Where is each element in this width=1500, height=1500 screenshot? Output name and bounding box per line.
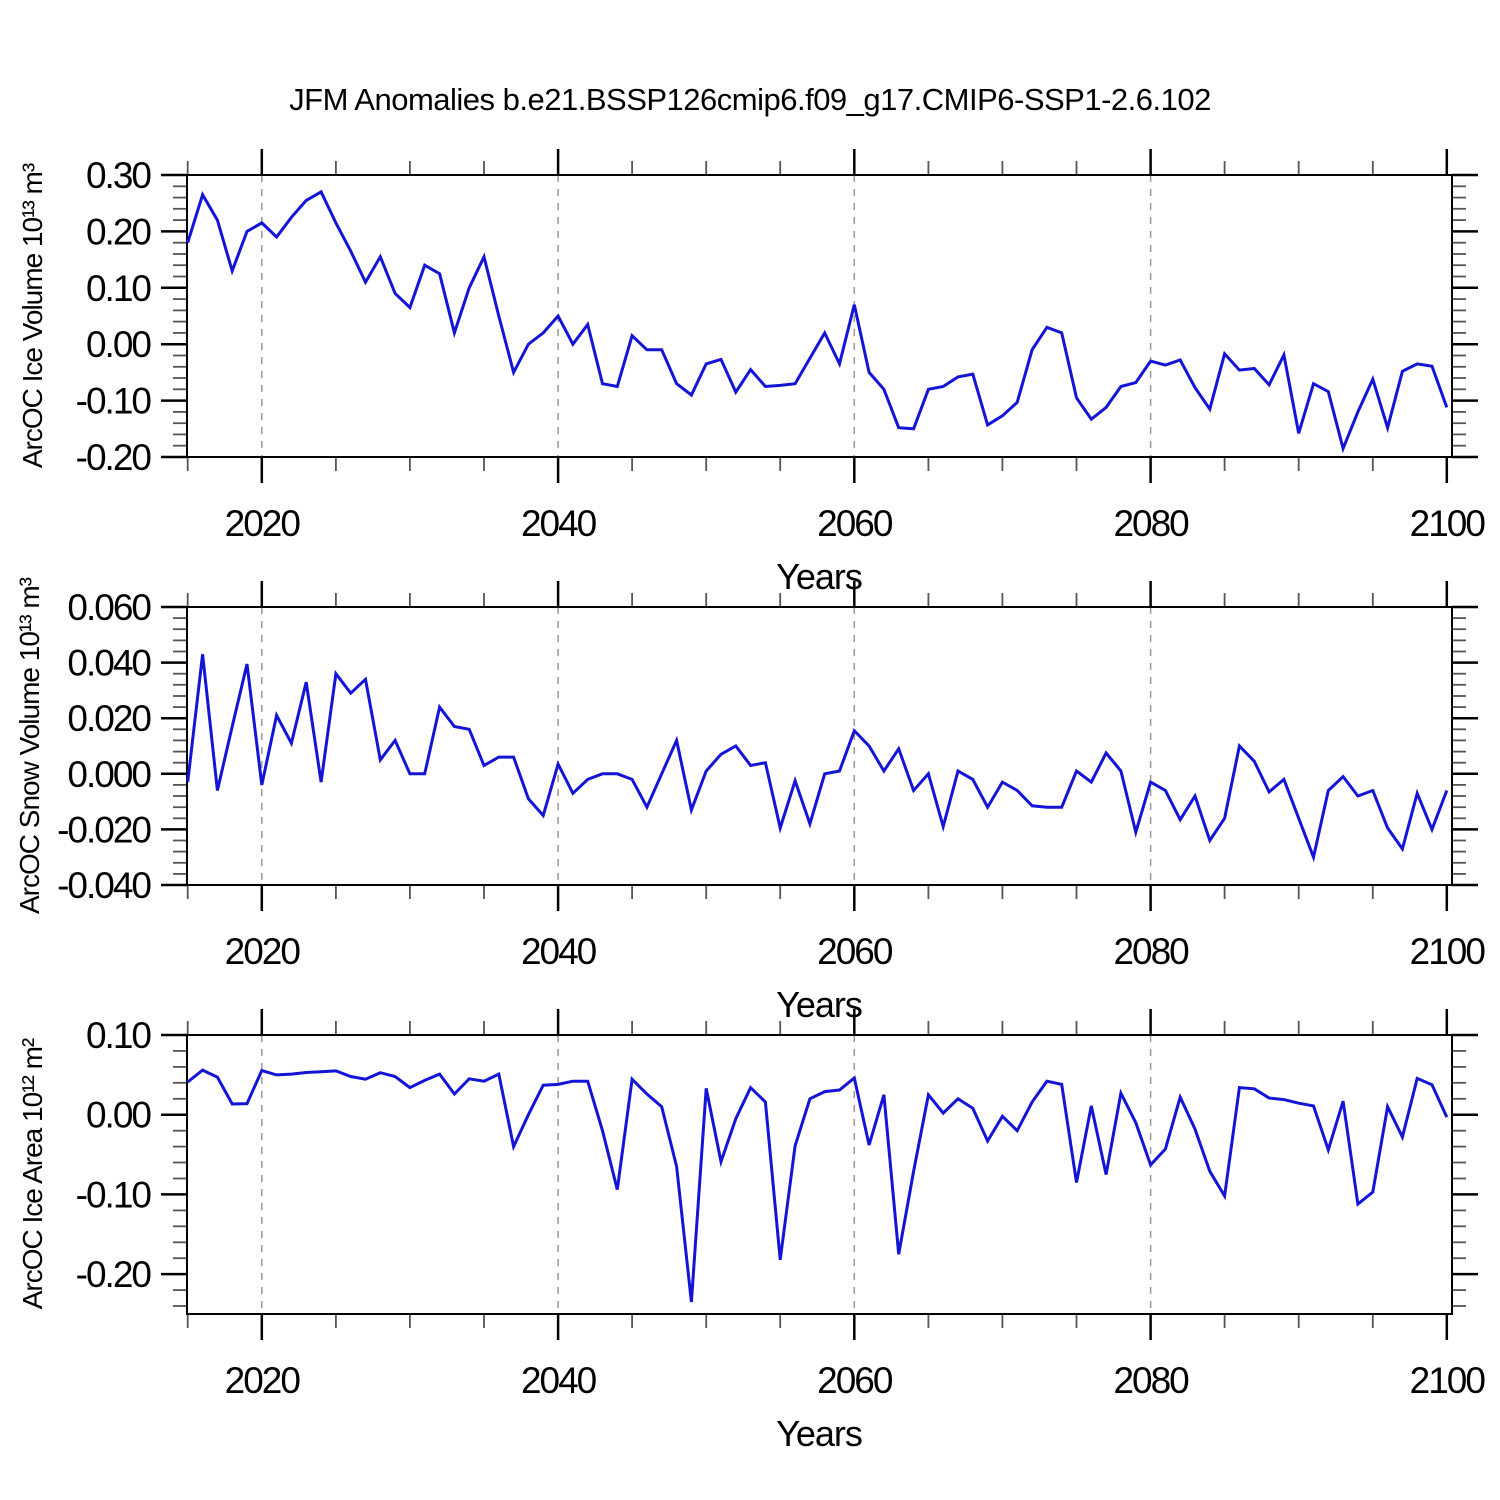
x-tick-label: 2080 xyxy=(1113,931,1189,972)
x-tick-label: 2060 xyxy=(817,1360,893,1401)
y-tick-label: 0.060 xyxy=(67,587,151,628)
y-tick-label: -0.20 xyxy=(76,437,152,478)
y-tick-label: -0.10 xyxy=(76,381,152,422)
y-tick-label: 0.10 xyxy=(86,1015,151,1056)
x-tick-label: 2100 xyxy=(1410,503,1486,544)
x-axis-label-panel2: Years xyxy=(776,984,863,1025)
x-tick-label: 2020 xyxy=(225,1360,301,1401)
x-tick-label: 2020 xyxy=(225,931,301,972)
y-tick-label: 0.040 xyxy=(67,643,151,684)
y-tick-label: 0.020 xyxy=(67,698,151,739)
y-tick-label: -0.020 xyxy=(57,809,151,850)
y-tick-label: 0.10 xyxy=(86,268,151,309)
data-line xyxy=(186,654,1449,863)
x-axis-label-panel3: Years xyxy=(776,1413,863,1454)
x-tick-label: 2040 xyxy=(521,1360,597,1401)
y-tick-label: 0.00 xyxy=(86,1095,151,1136)
x-tick-label: 2080 xyxy=(1113,1360,1189,1401)
axis-frame xyxy=(186,606,1453,886)
x-tick-label: 2040 xyxy=(521,503,597,544)
y-tick-label: 0.20 xyxy=(86,211,151,252)
data-line xyxy=(186,189,1449,454)
y-tick-label: 0.00 xyxy=(86,324,151,365)
x-tick-label: 2100 xyxy=(1410,1360,1486,1401)
x-tick-label: 2060 xyxy=(817,503,893,544)
axis-frame xyxy=(186,1034,1453,1315)
data-line xyxy=(186,1068,1449,1303)
y-tick-label: -0.10 xyxy=(76,1174,152,1215)
y-tick-label: 0.30 xyxy=(86,155,151,196)
axis-frame xyxy=(186,174,1453,458)
x-axis-label-panel1: Years xyxy=(776,556,863,597)
x-tick-label: 2020 xyxy=(225,503,301,544)
y-tick-label: 0.000 xyxy=(67,754,151,795)
x-tick-label: 2040 xyxy=(521,931,597,972)
y-tick-label: -0.20 xyxy=(76,1254,152,1295)
chart-title: JFM Anomalies b.e21.BSSP126cmip6.f09_g17… xyxy=(289,82,1211,117)
y-tick-label: -0.040 xyxy=(57,865,151,906)
x-tick-label: 2100 xyxy=(1410,931,1486,972)
x-tick-label: 2080 xyxy=(1113,503,1189,544)
x-tick-label: 2060 xyxy=(817,931,893,972)
